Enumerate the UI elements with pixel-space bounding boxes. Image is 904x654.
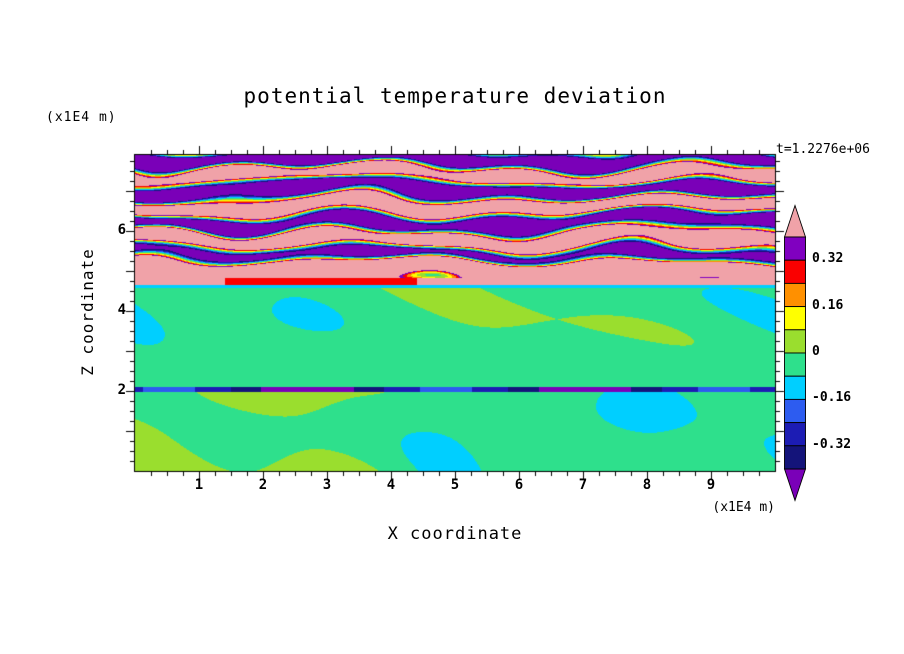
colorbar-tick-label: -0.16 bbox=[812, 390, 852, 406]
colorbar-band bbox=[784, 352, 806, 377]
colorbar-band bbox=[784, 236, 806, 261]
y-axis-title: Z coordinate bbox=[78, 248, 97, 376]
x-tick-label: 5 bbox=[450, 477, 460, 493]
x-axis-unit: (x1E4 m) bbox=[712, 500, 775, 515]
chart-title: potential temperature deviation bbox=[243, 84, 667, 108]
colorbar-tick-label: 0.32 bbox=[812, 251, 844, 267]
y-axis-unit: (x1E4 m) bbox=[46, 110, 117, 125]
colorbar-tick-label: 0 bbox=[812, 344, 820, 359]
y-tick-label: 6 bbox=[117, 222, 126, 238]
x-tick-label: 6 bbox=[514, 477, 524, 493]
colorbar-band bbox=[784, 282, 806, 308]
x-tick-label: 1 bbox=[194, 477, 204, 493]
colorbar-band bbox=[784, 259, 806, 284]
x-tick-label: 7 bbox=[578, 477, 588, 493]
colorbar-tick-label: -0.32 bbox=[812, 436, 852, 452]
time-label: t=1.2276e+06 bbox=[776, 142, 870, 157]
x-tick-label: 8 bbox=[642, 477, 652, 493]
colorbar-band bbox=[784, 422, 806, 447]
colorbar-band bbox=[784, 306, 806, 331]
y-tick-label: 4 bbox=[117, 302, 126, 318]
colorbar bbox=[783, 204, 807, 502]
x-tick-label: 9 bbox=[706, 477, 716, 493]
x-tick-label: 4 bbox=[386, 477, 396, 493]
x-axis-title: X coordinate bbox=[387, 524, 523, 544]
colorbar-band bbox=[784, 375, 806, 400]
colorbar-over-arrow bbox=[783, 204, 807, 238]
colorbar-under-arrow bbox=[783, 468, 807, 502]
colorbar-band bbox=[784, 445, 806, 470]
y-tick-label: 2 bbox=[117, 382, 126, 398]
x-tick-label: 3 bbox=[322, 477, 332, 493]
colorbar-band bbox=[784, 398, 806, 424]
x-tick-label: 2 bbox=[258, 477, 268, 493]
colorbar-tick-label: 0.16 bbox=[812, 297, 844, 313]
colorbar-band bbox=[784, 329, 806, 354]
